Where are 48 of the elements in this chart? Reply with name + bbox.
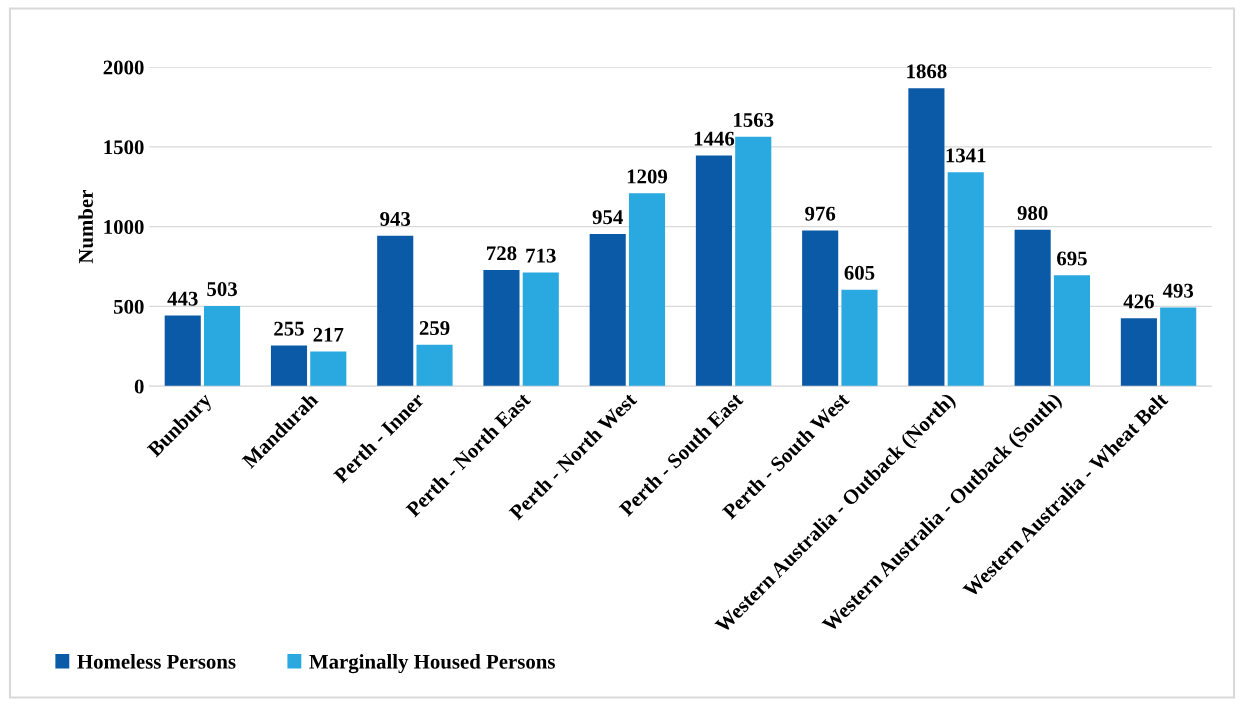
bar [164,315,201,387]
bar [589,233,626,387]
data-label: 605 [844,265,875,280]
bar [841,289,878,387]
legend-label: Homeless Persons [77,654,236,669]
bar [1120,318,1157,387]
bar [1053,275,1091,387]
bar [1160,307,1197,387]
y-tick-label: 1500 [104,140,144,155]
bar [377,235,414,387]
data-label: 728 [487,246,517,261]
bar [270,345,308,387]
bar [695,155,732,387]
bar [1014,229,1051,387]
bar [628,193,666,387]
bar [310,351,347,387]
bar [483,270,520,387]
legend-label: Marginally Housed Persons [309,654,555,674]
bar [735,136,772,387]
data-label: 976 [805,206,836,221]
y-tick-label: 2000 [103,60,144,75]
data-label: 255 [274,321,304,336]
bar [203,305,241,387]
data-label: 695 [1057,251,1087,266]
data-label: 426 [1123,294,1154,309]
y-axis-title: Number [78,190,94,264]
data-label: 980 [1017,205,1048,221]
data-label: 1209 [627,169,668,184]
data-label: 954 [592,210,623,225]
data-label: 1446 [694,131,735,146]
data-label: 1341 [946,148,986,163]
y-tick-label: 500 [114,299,144,314]
data-label: 503 [207,282,237,297]
bar [908,88,945,387]
data-label: 943 [380,211,411,226]
data-label: 443 [167,291,198,306]
data-label: 1563 [734,113,774,128]
data-label: 259 [419,321,450,336]
data-label: 1868 [907,64,947,79]
bar [416,344,453,387]
data-label: 217 [313,327,344,342]
y-tick-label: 1000 [104,220,144,235]
bar [947,172,984,387]
bar [802,230,839,387]
bar [522,272,559,387]
data-label: 713 [526,248,556,263]
data-label: 493 [1162,283,1194,298]
y-tick-label: 0 [134,379,144,394]
